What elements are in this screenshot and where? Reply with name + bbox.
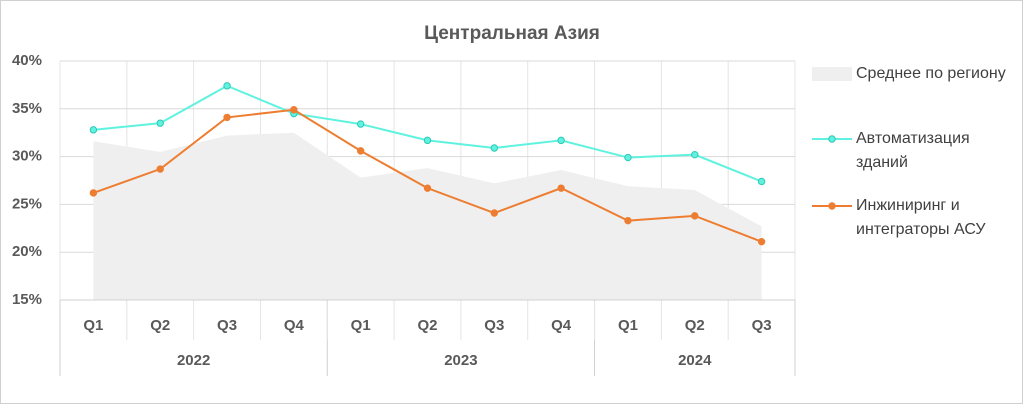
legend-item: Автоматизация зданий — [810, 127, 1010, 175]
y-tick-label: 30% — [12, 148, 42, 165]
x-group-label: 2022 — [177, 352, 210, 369]
marker — [356, 147, 365, 155]
marker — [156, 119, 164, 127]
marker — [490, 209, 499, 217]
y-tick-label: 35% — [12, 100, 42, 117]
x-tick-label: Q3 — [217, 317, 237, 334]
x-tick-label: Q1 — [83, 317, 103, 334]
x-tick-label: Q4 — [284, 317, 305, 334]
marker — [423, 184, 432, 192]
x-group-label: 2023 — [444, 352, 477, 369]
legend-swatch — [812, 135, 852, 143]
x-tick-label: Q3 — [752, 317, 772, 334]
x-tick-label: Q2 — [685, 317, 705, 334]
x-group-label: 2024 — [678, 352, 712, 369]
y-tick-label: 40% — [12, 52, 42, 69]
marker — [691, 150, 699, 159]
marker — [557, 184, 565, 192]
y-tick-label: 15% — [12, 291, 42, 308]
legend-marker — [828, 202, 836, 210]
marker — [624, 216, 632, 225]
marker — [757, 177, 766, 186]
marker — [557, 136, 565, 145]
marker — [624, 153, 632, 162]
marker — [356, 120, 365, 128]
legend-marker — [828, 135, 836, 143]
marker — [290, 106, 298, 114]
legend-label: Автоматизация зданий — [856, 130, 970, 171]
x-tick-label: Q1 — [618, 317, 638, 334]
marker — [490, 144, 499, 152]
marker — [89, 126, 98, 134]
legend-area-swatch — [812, 67, 852, 81]
marker — [156, 165, 164, 173]
legend-label: Среднее по региону — [856, 65, 1006, 82]
x-tick-label: Q4 — [551, 317, 572, 334]
x-tick-label: Q2 — [417, 317, 437, 334]
legend-item: Инжиниринг и интеграторы АСУ — [810, 194, 1010, 242]
y-tick-label: 20% — [12, 243, 42, 260]
marker — [423, 136, 432, 145]
legend-swatch — [812, 67, 852, 81]
marker — [223, 113, 231, 122]
x-tick-label: Q1 — [351, 317, 371, 334]
marker — [757, 237, 766, 246]
marker — [223, 82, 231, 90]
x-tick-label: Q2 — [150, 317, 170, 334]
x-tick-label: Q3 — [484, 317, 504, 334]
marker — [691, 212, 699, 220]
area — [93, 132, 762, 300]
marker — [89, 189, 98, 197]
legend-item: Среднее по региону — [810, 62, 1010, 86]
legend-label: Инжиниринг и интеграторы АСУ — [856, 197, 986, 238]
y-tick-label: 25% — [12, 195, 42, 212]
chart-title: Центральная Азия — [424, 23, 600, 44]
legend-swatch — [812, 202, 852, 210]
